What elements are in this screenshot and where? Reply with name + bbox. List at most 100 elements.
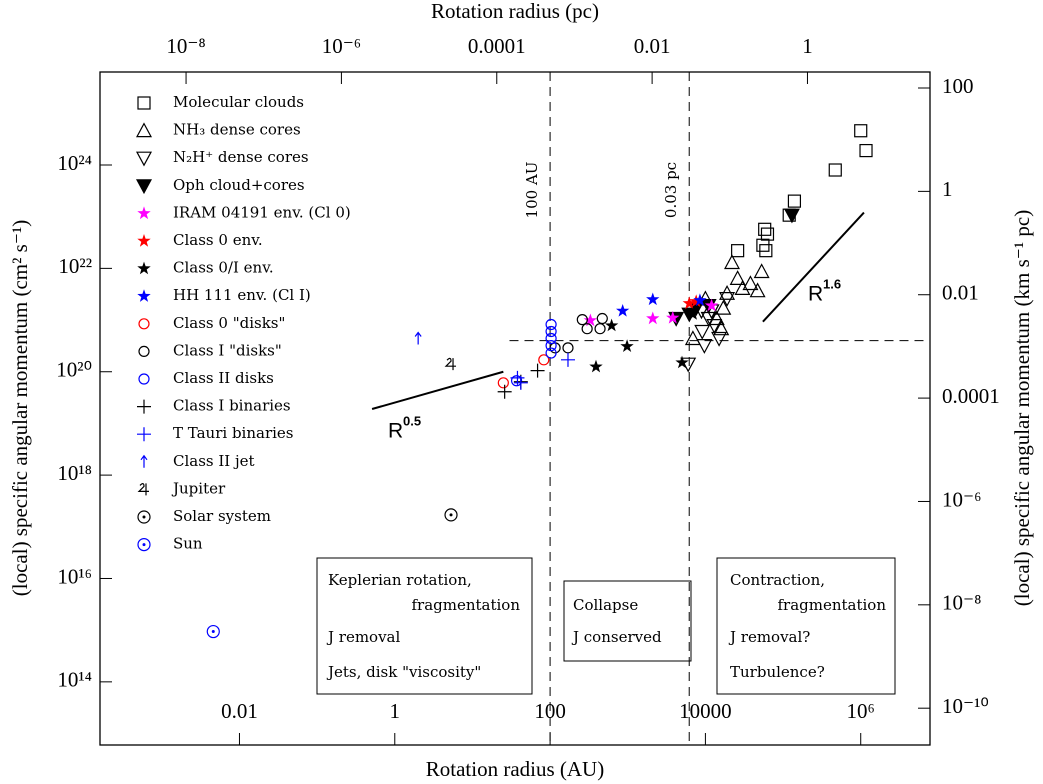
x-tick-label: 0.01 [221,699,258,723]
sun-ring [206,624,220,639]
legend-label: Class II disks [173,369,274,387]
marker-triangle [713,320,730,336]
y2-tick-label: 0.01 [942,281,979,305]
marker-circle [545,340,557,352]
box-frame [716,557,896,695]
legend-label: Sun [173,535,203,553]
legend-label: Class I "disks" [173,341,282,359]
marker-star [646,311,660,325]
box-text: J conserved [571,628,662,646]
y-axis-title: (local) specific angular momentum (cm² s… [8,220,32,596]
marker-plus [137,427,151,442]
x2-tick-label: 0.0001 [468,34,526,58]
marker-square [758,222,772,236]
marker-square [828,163,842,177]
marker-triangle [753,263,770,279]
marker-triangle [783,208,800,224]
marker-circle [545,332,557,345]
marker-sun [137,537,151,552]
sun-dot [142,543,146,547]
legend-label: Class 0 env. [173,231,263,249]
marker-circle [138,345,150,357]
y-tick-label: 10²² [58,254,92,278]
marker-circle [562,342,574,354]
marker-circle [596,312,608,325]
marker-square [760,227,775,241]
sun-dot [211,630,215,634]
marker-star [693,293,707,307]
marker-star [616,304,630,317]
marker-star [675,355,689,369]
marker-star [620,339,634,352]
marker-jupiter [137,483,149,496]
y2-tick-label: 10⁻⁸ [942,591,981,615]
box-frame [563,580,692,662]
marker-triangle [742,275,759,291]
marker-triangle [135,122,153,138]
box-text: fragmentation [777,596,886,614]
box: Keplerian rotation, fragmentation J remo… [316,557,896,695]
marker-plus [530,363,545,378]
fit-line [762,211,865,323]
legend-label: Molecular clouds [173,93,304,111]
marker-star [682,296,696,310]
marker-triangle [135,151,153,167]
box-frame [316,557,533,695]
marker-circle [545,325,557,338]
x2-tick-label: 0.01 [634,34,671,58]
y2-tick-label: 10⁻¹⁰ [942,694,989,718]
marker-star [583,313,597,327]
marker-star [646,292,660,306]
x-tick-label: 1 [390,699,401,723]
fit-exponent: 1.6 [823,276,841,291]
marker-triangle [734,280,751,295]
reference-label: 0.03 pc [662,162,680,218]
legend-label: Class II jet [173,452,255,470]
marker-circle [510,375,523,387]
legend-label: Jupiter [171,479,226,497]
x2-tick-label: 10⁻⁶ [322,34,361,58]
marker-circle [594,323,606,335]
marker-star [704,298,719,312]
legend-label: HH 111 env. (Cl I) [173,286,311,304]
box-text: J removal? [728,628,810,646]
marker-jupiter [444,357,457,371]
marker-plus [560,352,575,367]
marker-triangle [719,292,736,307]
legend-label: NH₃ dense cores [173,121,301,139]
marker-arrow [140,454,148,468]
fit-label: R [388,420,403,443]
y2-tick-label: 0.0001 [942,384,1000,408]
box-text: J removal [326,628,401,646]
marker-triangle [706,319,723,334]
marker-star [666,310,680,324]
marker-star [137,261,151,275]
y-tick-label: 10²⁴ [57,151,92,175]
fit-exponent: 0.5 [403,413,421,428]
marker-circle [545,347,557,359]
marker-sun [206,624,220,639]
marker-plus [137,399,151,414]
y2-tick-label: 10⁻⁶ [942,487,981,511]
marker-circle [138,373,150,385]
x2-axis-title: Rotation radius (pc) [431,0,599,23]
marker-triangle [729,270,746,285]
marker-star [605,318,619,332]
marker-star [137,289,151,302]
legend-label: Oph cloud+cores [173,176,305,194]
marker-circle [538,354,550,366]
reference-label: 100 AU [523,162,541,219]
y-tick-label: 10²⁰ [56,358,92,382]
marker-square [854,124,868,138]
legend-label: Class 0 "disks" [173,314,285,332]
marker-square [759,244,773,258]
y-tick-label: 10¹⁴ [57,668,92,692]
x2-tick-label: 1 [802,34,813,58]
marker-circle [581,323,593,335]
marker-arrow [414,331,422,345]
marker-circle [576,314,588,326]
marker-sun [444,508,458,522]
marker-square [859,143,873,158]
box-text: Jets, disk "viscosity" [326,663,481,681]
legend-label: Solar system [173,507,271,525]
